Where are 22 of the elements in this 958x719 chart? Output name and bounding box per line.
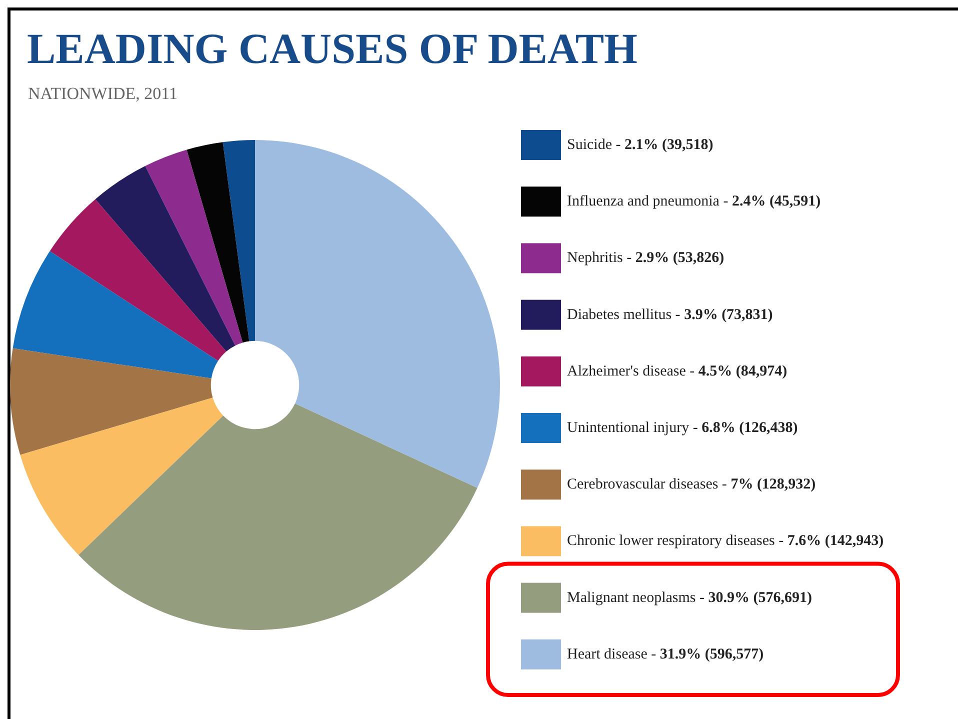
donut-slice bbox=[145, 150, 243, 346]
chart-title: LEADING CAUSES OF DEATH bbox=[27, 26, 638, 73]
legend-label: Heart disease - 31.9% (596,577) bbox=[567, 646, 764, 662]
donut-slice bbox=[50, 199, 226, 361]
legend-label: Malignant neoplasms - 30.9% (576,691) bbox=[567, 590, 812, 606]
legend-label: Cerebrovascular diseases - 7% (128,932) bbox=[567, 476, 816, 493]
donut-slice bbox=[20, 398, 224, 555]
legend-label: Influenza and pneumonia - 2.4% (45,591) bbox=[567, 194, 821, 210]
donut-slice bbox=[186, 142, 250, 343]
legend-label: Suicide - 2.1% (39,518) bbox=[567, 137, 714, 153]
legend-label: Nephritis - 2.9% (53,826) bbox=[567, 250, 724, 266]
donut-slice bbox=[95, 166, 236, 352]
donut-slice bbox=[12, 251, 218, 378]
legend-label: Diabetes mellitus - 3.9% (73,831) bbox=[567, 306, 773, 323]
legend-label: Alzheimer's disease - 4.5% (84,974) bbox=[567, 363, 788, 380]
donut-slice bbox=[78, 404, 478, 630]
chart-subtitle: NATIONWIDE, 2011 bbox=[28, 84, 178, 103]
donut-slice bbox=[255, 140, 500, 488]
legend-label: Chronic lower respiratory diseases - 7.6% (142,943) bbox=[567, 533, 884, 550]
donut-slice bbox=[222, 140, 255, 342]
legend-label: Unintentional injury - 6.8% (126,438) bbox=[567, 420, 798, 436]
donut-slice bbox=[10, 348, 213, 455]
